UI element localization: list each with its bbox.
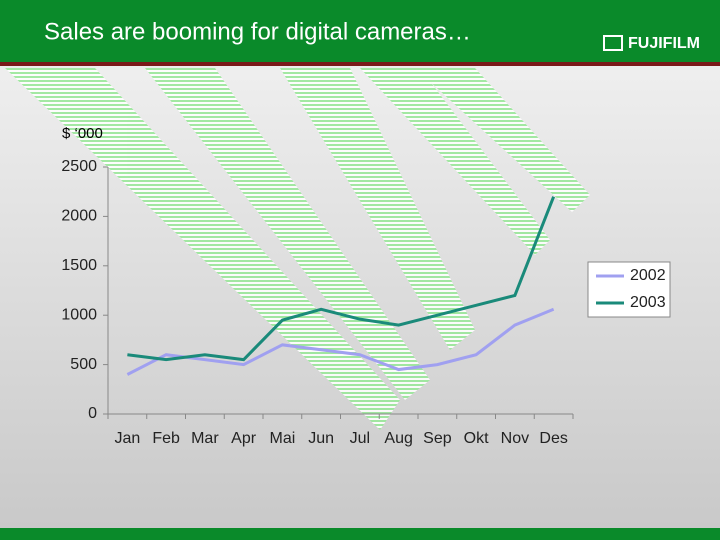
- x-tick-label: Jul: [350, 430, 370, 447]
- y-tick-label: 2500: [61, 158, 97, 175]
- y-tick-label: 500: [70, 356, 97, 373]
- y-tick-label: 2000: [61, 208, 97, 225]
- y-tick-label: 1500: [61, 257, 97, 274]
- x-tick-label: Des: [539, 430, 567, 447]
- legend: [587, 261, 671, 318]
- y-axis-label: $ ‘000: [62, 125, 103, 142]
- decoration: [5, 68, 590, 430]
- x-tick-label: Aug: [384, 430, 412, 447]
- x-tick-label: Sep: [423, 430, 452, 447]
- legend-label: 2002: [630, 267, 666, 284]
- x-tick-label: Apr: [231, 430, 257, 447]
- y-tick-label: 0: [88, 405, 97, 422]
- logo-icon: [603, 35, 623, 51]
- legend-label: 2003: [630, 294, 666, 311]
- footer-bar: [0, 528, 720, 540]
- x-tick-label: Nov: [501, 430, 529, 447]
- x-tick-label: Mar: [191, 430, 219, 447]
- x-tick-label: Jun: [308, 430, 334, 447]
- line-series: [127, 196, 556, 362]
- y-tick-label: 1000: [61, 306, 97, 323]
- x-tick-label: Jan: [114, 430, 140, 447]
- logo: FUJIFILM: [628, 35, 700, 52]
- title-rule: [0, 62, 720, 66]
- x-tick-label: Feb: [152, 430, 180, 447]
- x-tick-label: Okt: [464, 430, 489, 447]
- x-tick-label: Mai: [269, 430, 295, 447]
- chart-title: Sales are booming for digital cameras…: [44, 18, 471, 45]
- line-series: [126, 307, 555, 376]
- title-bar: [0, 0, 720, 62]
